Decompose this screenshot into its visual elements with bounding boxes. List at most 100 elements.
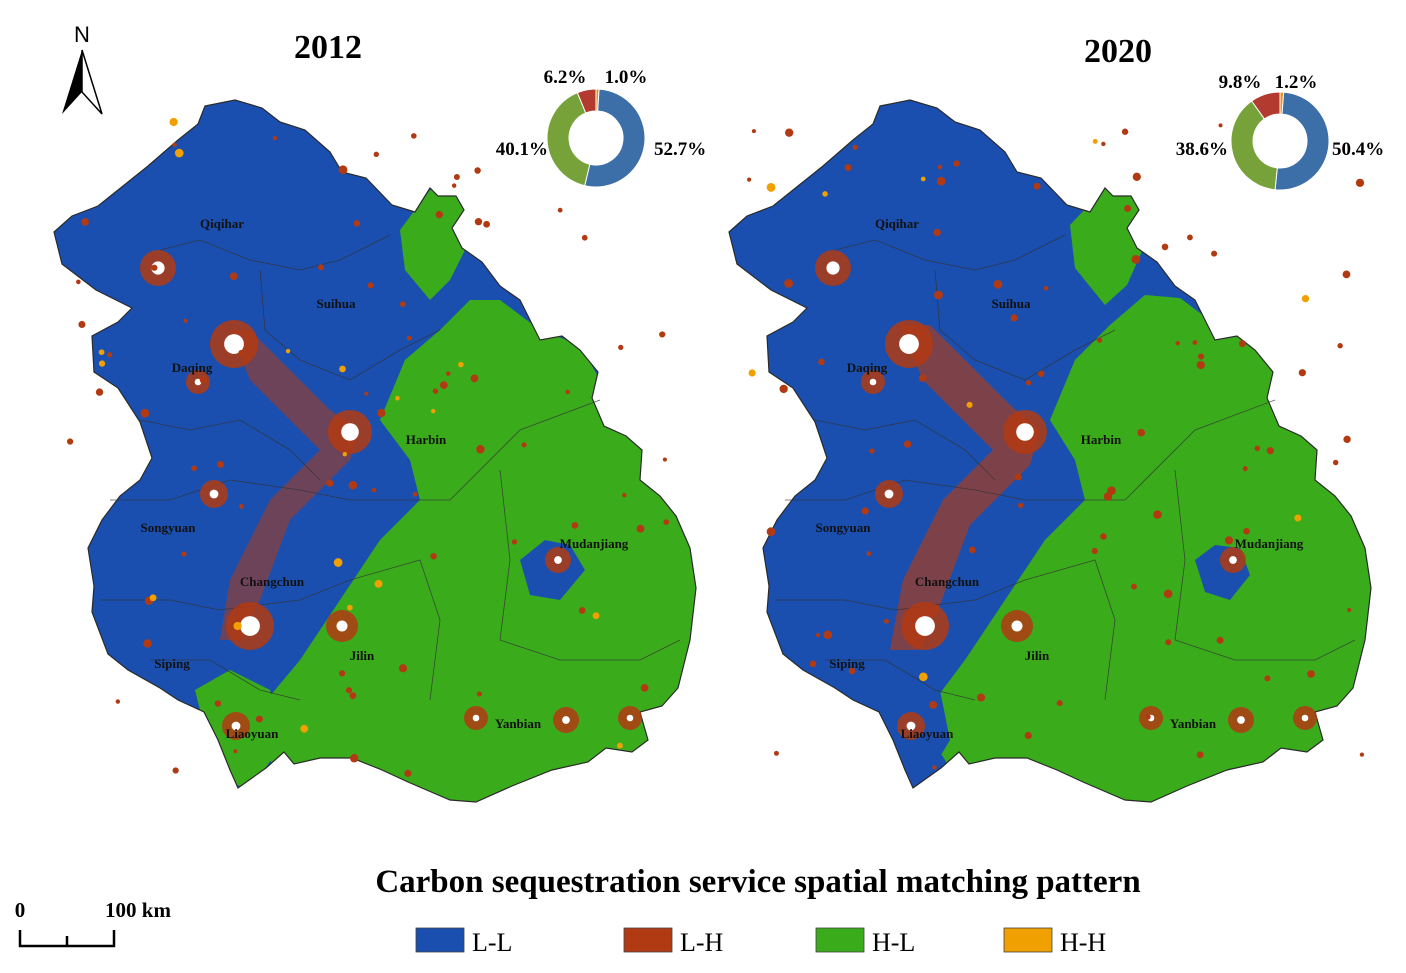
- town-dot: [78, 320, 86, 329]
- town-dot: [169, 117, 178, 127]
- town-dot: [377, 408, 386, 418]
- town-dot: [364, 391, 369, 396]
- town-dot: [1010, 314, 1018, 322]
- town-dot: [483, 220, 491, 228]
- donut-chart-2020: 1.2% 50.4% 38.6% 9.8%: [1176, 72, 1384, 191]
- donut-label-h-l: 40.1%: [496, 139, 548, 160]
- town-dot: [848, 667, 856, 675]
- city-label-jilin: Jilin: [1025, 648, 1050, 663]
- city-label-jilin: Jilin: [350, 648, 375, 663]
- city-label-group: Qiqihar Suihua Daqing Harbin Songyuan Mudanji…: [747, 123, 1365, 770]
- town-dot: [929, 700, 938, 709]
- legend-swatch-h-h: [1003, 927, 1053, 953]
- town-dot: [966, 401, 973, 408]
- town-dot: [1175, 340, 1180, 346]
- town-dot: [511, 539, 518, 545]
- town-dot: [338, 670, 346, 677]
- prefecture-boundaries: [775, 234, 1356, 701]
- town-dot: [458, 361, 464, 368]
- town-dot: [300, 724, 309, 733]
- urban-core: [224, 334, 244, 354]
- city-label-daqing: Daqing: [172, 360, 213, 375]
- year-title-2012: 2012: [294, 29, 362, 66]
- town-dot: [1343, 435, 1351, 444]
- town-dot: [255, 715, 263, 723]
- town-dot: [852, 144, 858, 150]
- town-dot: [616, 742, 623, 749]
- town-dot: [76, 279, 81, 285]
- city-label-mudanjiang: Mudanjiang: [1235, 536, 1304, 551]
- urban-core: [1016, 423, 1034, 441]
- town-dot: [172, 142, 177, 147]
- scale-start-label: 0: [15, 898, 26, 922]
- town-dot: [1153, 510, 1162, 519]
- town-dot: [1161, 243, 1169, 251]
- town-dot: [936, 176, 946, 186]
- town-dot: [1014, 473, 1022, 481]
- city-label-qiqihar: Qiqihar: [875, 216, 919, 231]
- legend: L-L L-H H-L H-H: [415, 927, 1106, 957]
- town-dot: [1216, 636, 1224, 644]
- city-label-group: Qiqihar Suihua Daqing Harbin Songyuan Mudanji…: [66, 117, 670, 777]
- city-label-qiqihar: Qiqihar: [200, 216, 244, 231]
- town-dot: [339, 365, 346, 373]
- town-dot: [140, 408, 150, 418]
- town-dot: [430, 408, 436, 414]
- town-dot: [1211, 250, 1218, 257]
- donut-slice-h-l: [1230, 100, 1278, 191]
- town-dot: [809, 660, 817, 668]
- city-label-suihua: Suihua: [991, 296, 1031, 311]
- urban-core: [554, 556, 562, 564]
- town-dot: [1264, 675, 1271, 682]
- town-dot: [107, 352, 113, 358]
- town-dot: [373, 151, 379, 158]
- town-dot: [353, 220, 361, 227]
- town-dot: [1044, 285, 1049, 291]
- town-dot: [993, 279, 1003, 289]
- urban-core: [1301, 714, 1309, 722]
- urban-core: [472, 714, 480, 722]
- town-dot: [1018, 502, 1024, 509]
- town-dot: [1224, 536, 1234, 545]
- hl-zone-east: [250, 300, 696, 802]
- town-dot: [1218, 123, 1223, 128]
- town-dot: [1137, 428, 1146, 437]
- town-dot: [1092, 138, 1098, 144]
- town-dot: [578, 607, 586, 614]
- town-dot: [773, 750, 779, 756]
- town-dot: [342, 452, 347, 457]
- town-dot: [285, 348, 291, 354]
- city-label-liaoyuan: Liaoyuan: [901, 726, 955, 741]
- town-dot: [1145, 714, 1151, 720]
- legend-swatch-l-l: [415, 927, 465, 953]
- town-dot: [844, 164, 852, 171]
- donut-slice-h-l: [546, 92, 591, 187]
- town-dot: [214, 700, 222, 707]
- town-dot: [476, 691, 482, 697]
- city-label-suihua: Suihua: [316, 296, 356, 311]
- town-dot: [318, 264, 325, 271]
- city-label-harbin: Harbin: [406, 432, 447, 447]
- north-label: N: [74, 22, 90, 47]
- legend-label-l-l: L-L: [472, 928, 512, 957]
- town-dot: [918, 374, 927, 382]
- town-dot: [1097, 337, 1103, 343]
- town-dot: [866, 551, 872, 556]
- town-dot: [81, 218, 89, 226]
- town-dot: [823, 630, 833, 640]
- town-dot: [1033, 182, 1041, 190]
- town-dot: [367, 282, 374, 289]
- urban-core: [231, 721, 241, 731]
- town-dot: [822, 191, 828, 197]
- town-dot: [435, 210, 443, 219]
- town-dot: [933, 228, 941, 237]
- legend-label-h-h: H-H: [1060, 928, 1106, 957]
- town-dot: [174, 148, 184, 158]
- town-dot: [779, 384, 788, 394]
- donut-label-h-l: 38.6%: [1176, 139, 1228, 160]
- donut-slice-l-l: [584, 88, 646, 188]
- town-dot: [229, 272, 238, 281]
- town-dot: [932, 765, 937, 770]
- town-dot: [766, 182, 776, 192]
- town-dot: [1307, 670, 1315, 678]
